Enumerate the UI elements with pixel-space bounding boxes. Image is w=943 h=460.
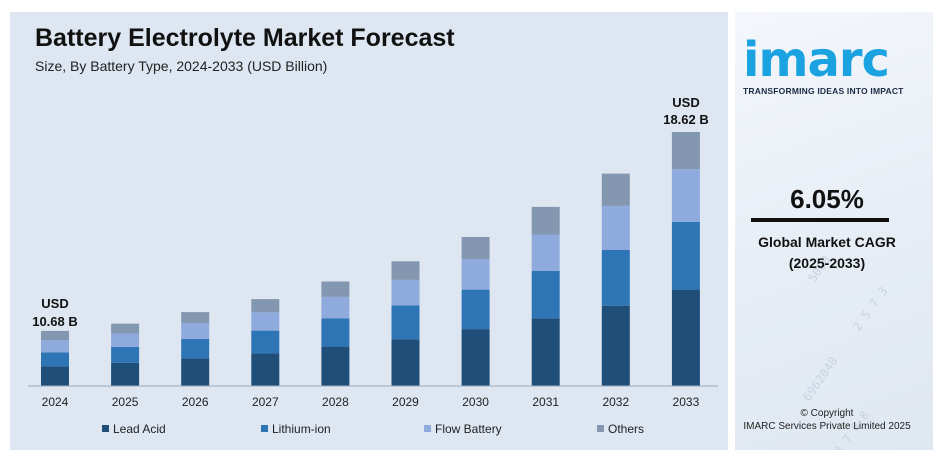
chart-panel: 2024 2025 2026 2027 2028 2029 2030 2031 2032 2033… — [10, 12, 728, 450]
bar-segment-lithium-ion-2031 — [531, 271, 560, 319]
x-tick-label: 2028 — [322, 395, 349, 409]
bar-segment-others-2027 — [251, 299, 280, 313]
brand-tagline: TRANSFORMING IDEAS INTO IMPACT — [743, 86, 904, 96]
decor-number: 2 5 7 3 — [850, 284, 891, 334]
bar-segment-lithium-ion-2029 — [391, 305, 420, 340]
legend-label: Lead Acid — [113, 422, 166, 436]
bar-segment-lithium-ion-2027 — [251, 330, 280, 354]
bar-segment-lead-acid-2024 — [41, 366, 69, 386]
bar-segment-others-2032 — [601, 173, 630, 206]
bar-segment-flow-battery-2033 — [671, 169, 700, 222]
first-callout-line1: USD — [41, 296, 68, 311]
legend-swatch — [102, 425, 109, 432]
x-tick-label: 2024 — [42, 395, 69, 409]
bar-segment-flow-battery-2029 — [391, 279, 420, 306]
legend-item: Others — [597, 422, 644, 436]
legend-label: Lithium-ion — [272, 422, 331, 436]
bar-segment-lithium-ion-2030 — [461, 289, 490, 330]
bar-segment-lithium-ion-2032 — [601, 250, 630, 306]
bar-segment-others-2024 — [41, 330, 69, 341]
bar-segment-flow-battery-2026 — [181, 323, 210, 339]
x-tick-label: 2027 — [252, 395, 279, 409]
bar-segment-lead-acid-2028 — [321, 346, 350, 386]
legend-swatch — [597, 425, 604, 432]
copyright-line1: © Copyright — [800, 408, 854, 419]
bar-segment-lithium-ion-2025 — [111, 346, 140, 363]
cagr-value: 6.05% — [790, 184, 864, 214]
imarc-logo: imarc — [743, 32, 890, 88]
x-tick-label: 2026 — [182, 395, 209, 409]
legend-item: Flow Battery — [424, 422, 502, 436]
bar-segment-lead-acid-2032 — [601, 305, 630, 386]
copyright-line2: IMARC Services Private Limited 2025 — [743, 421, 911, 432]
bar-segment-flow-battery-2030 — [461, 259, 490, 290]
bar-segment-lithium-ion-2024 — [41, 352, 69, 367]
legend-swatch — [424, 425, 431, 432]
bar-segment-others-2030 — [461, 237, 490, 259]
copyright: © Copyright IMARC Services Private Limit… — [735, 407, 919, 433]
legend-label: Flow Battery — [435, 422, 502, 436]
cagr-divider — [751, 218, 889, 222]
bar-segment-others-2029 — [391, 261, 420, 280]
chart-title: Battery Electrolyte Market Forecast — [35, 24, 455, 52]
x-tick-label: 2031 — [532, 395, 559, 409]
bar-segment-others-2033 — [671, 132, 700, 170]
bar-segment-flow-battery-2031 — [531, 234, 560, 271]
cagr-label-line2: (2025-2033) — [788, 255, 866, 271]
last-callout-line1: USD — [672, 95, 699, 110]
legend-label: Others — [608, 422, 644, 436]
brand-panel: 5000 2 5 7 3 6962048 2 3 7 6 8 imarc TRA… — [735, 12, 933, 450]
x-tick-label: 2032 — [602, 395, 629, 409]
bar-segment-lead-acid-2027 — [251, 353, 280, 386]
legend-item: Lead Acid — [102, 422, 166, 436]
bar-segment-lead-acid-2033 — [671, 289, 700, 386]
bar-segment-lithium-ion-2026 — [181, 338, 210, 359]
bar-segment-flow-battery-2032 — [601, 205, 630, 250]
stacked-bar-chart: 2024 2025 2026 2027 2028 2029 2030 2031 2032 2033… — [28, 95, 718, 436]
x-tick-label: 2029 — [392, 395, 419, 409]
cagr-label: Global Market CAGR (2025-2033) — [735, 232, 919, 274]
bar-segment-flow-battery-2025 — [111, 333, 140, 347]
bars-group — [41, 132, 700, 386]
bar-segment-others-2025 — [111, 323, 140, 334]
bar-segment-lead-acid-2025 — [111, 362, 140, 386]
bar-segment-lithium-ion-2033 — [671, 222, 700, 290]
x-tick-label: 2030 — [462, 395, 489, 409]
cagr-label-line1: Global Market CAGR — [758, 234, 896, 250]
bar-segment-lead-acid-2029 — [391, 339, 420, 386]
bar-segment-others-2028 — [321, 281, 350, 297]
bar-segment-flow-battery-2027 — [251, 312, 280, 331]
bar-segment-flow-battery-2028 — [321, 296, 350, 319]
legend-item: Lithium-ion — [261, 422, 331, 436]
last-callout-line2: 18.62 B — [663, 112, 709, 127]
x-tick-labels: 2024 2025 2026 2027 2028 2029 2030 2031 2032 2033 — [42, 395, 700, 409]
first-callout-line2: 10.68 B — [32, 314, 78, 329]
chart-subtitle: Size, By Battery Type, 2024-2033 (USD Bi… — [35, 58, 328, 74]
bar-segment-others-2031 — [531, 206, 560, 235]
bar-segment-lead-acid-2026 — [181, 358, 210, 386]
legend: Lead Acid Lithium-ion Flow Battery Others — [102, 422, 644, 436]
bar-segment-lithium-ion-2028 — [321, 318, 350, 347]
bar-segment-lead-acid-2030 — [461, 329, 490, 386]
x-tick-label: 2025 — [112, 395, 139, 409]
legend-swatch — [261, 425, 268, 432]
bar-segment-lead-acid-2031 — [531, 318, 560, 386]
bar-segment-flow-battery-2024 — [41, 340, 69, 353]
bar-segment-others-2026 — [181, 312, 210, 323]
decor-number: 6962048 — [800, 354, 841, 404]
x-tick-label: 2033 — [673, 395, 700, 409]
